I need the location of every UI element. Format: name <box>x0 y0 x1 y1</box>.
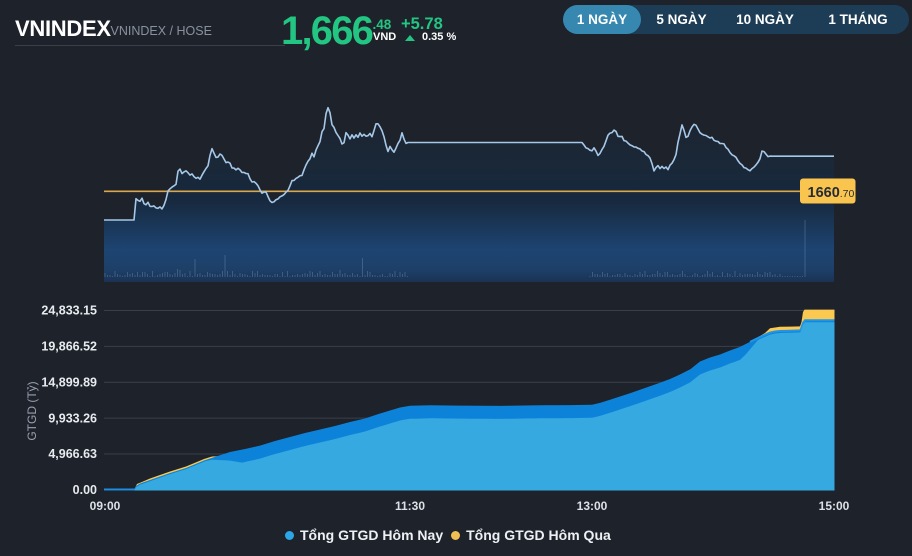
svg-text:13:00: 13:00 <box>577 499 608 513</box>
svg-text:14,899.89: 14,899.89 <box>41 376 97 390</box>
svg-text:1660.70: 1660.70 <box>808 185 855 201</box>
svg-text:11:30: 11:30 <box>395 499 425 513</box>
svg-text:09:00: 09:00 <box>90 499 121 513</box>
svg-text:0.00: 0.00 <box>73 483 97 497</box>
svg-text:15:00: 15:00 <box>819 499 850 513</box>
svg-text:4,966.63: 4,966.63 <box>48 447 97 461</box>
svg-text:9,933.26: 9,933.26 <box>48 411 97 425</box>
svg-text:19,866.52: 19,866.52 <box>41 340 97 354</box>
svg-text:24,833.15: 24,833.15 <box>41 304 97 318</box>
svg-text:GTGD (Tỷ): GTGD (Tỷ) <box>25 381 39 440</box>
